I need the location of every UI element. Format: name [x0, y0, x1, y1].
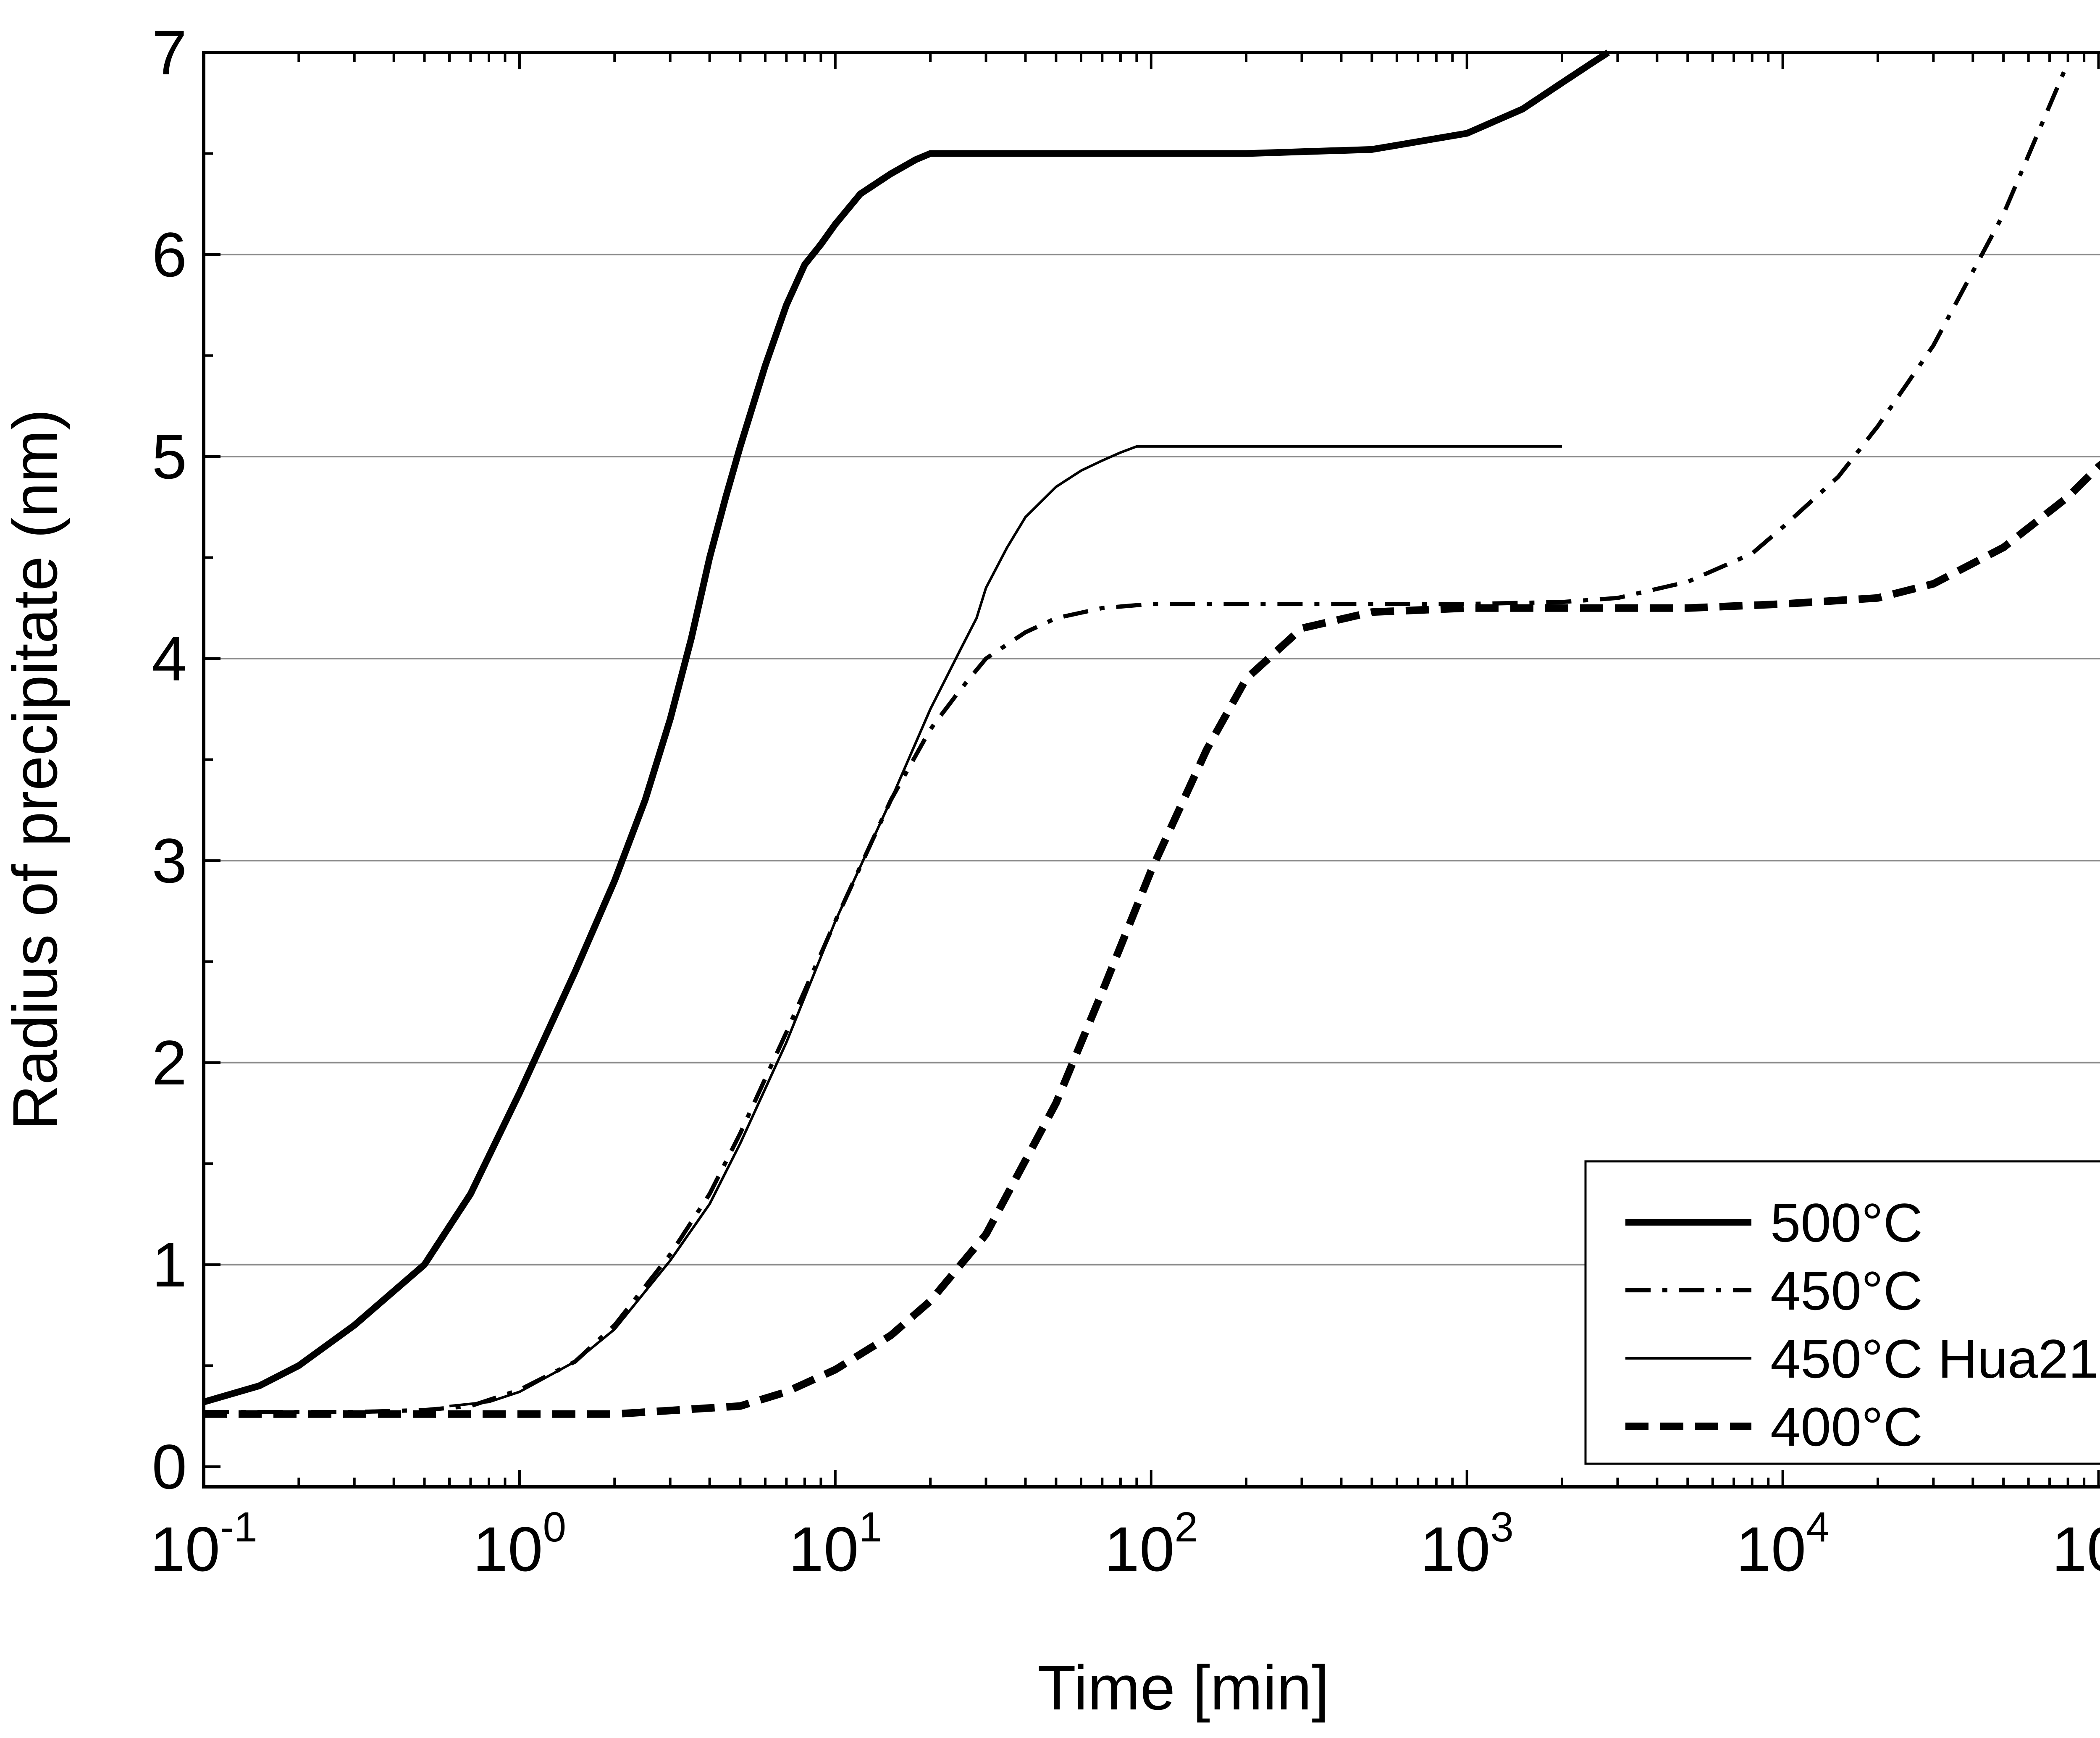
x-tick-label-exponent: -1	[220, 1504, 257, 1551]
legend-label: 400°C	[1770, 1396, 1923, 1457]
legend-label: 500°C	[1770, 1192, 1923, 1253]
x-tick-label: 103	[1420, 1504, 1513, 1584]
series-lines	[202, 50, 2100, 1418]
x-tick-label-base: 10	[473, 1514, 543, 1584]
y-tick-label: 3	[152, 825, 187, 896]
x-tick-label-exponent: 4	[1806, 1504, 1830, 1551]
x-axis-tick-labels: 10-1100101102103104105	[150, 1504, 2100, 1584]
y-tick-label: 6	[152, 219, 187, 290]
x-tick-label-exponent: 2	[1174, 1504, 1198, 1551]
x-tick-label-exponent: 0	[543, 1504, 567, 1551]
x-tick-label: 10-1	[150, 1504, 257, 1584]
y-tick-label: 1	[152, 1229, 187, 1300]
x-tick-label: 105	[2052, 1504, 2100, 1584]
x-tick-label: 102	[1105, 1504, 1198, 1584]
series-line-3	[204, 460, 2100, 1418]
y-tick-label: 4	[152, 623, 187, 694]
y-tick-label: 7	[152, 17, 187, 88]
y-tick-label: 2	[152, 1027, 187, 1098]
x-tick-label: 104	[1736, 1504, 1829, 1584]
x-tick-label-exponent: 1	[858, 1504, 882, 1551]
legend-box	[1584, 1160, 2100, 1465]
legend-label: 450°C	[1770, 1260, 1923, 1321]
x-tick-label-base: 10	[1736, 1514, 1806, 1584]
x-tick-label-base: 10	[150, 1514, 220, 1584]
x-tick-label-exponent: 3	[1490, 1504, 1514, 1551]
x-tick-label-base: 10	[1420, 1514, 1490, 1584]
legend: 500°C 450°C 450°C Hua21 400°C	[1584, 1160, 2100, 1465]
x-tick-label: 100	[473, 1504, 566, 1584]
y-axis-tick-labels: 0 1 2 3 4 5 6 7	[152, 17, 187, 1502]
series-line-2	[449, 445, 1562, 1407]
y-axis-title: Radius of precipitate (nm)	[0, 409, 70, 1130]
legend-label: 450°C Hua21	[1770, 1328, 2099, 1389]
x-tick-label: 101	[789, 1504, 882, 1584]
series-line-0	[202, 50, 1610, 1405]
x-tick-label-base: 10	[2052, 1514, 2100, 1584]
y-tick-label: 5	[152, 421, 187, 492]
gridlines	[204, 253, 2100, 1265]
x-axis-title: Time [min]	[1037, 1652, 1329, 1723]
y-tick-label: 0	[152, 1431, 187, 1502]
x-tick-label-base: 10	[789, 1514, 859, 1584]
plot-frame	[202, 51, 2100, 1489]
x-tick-label-base: 10	[1105, 1514, 1175, 1584]
